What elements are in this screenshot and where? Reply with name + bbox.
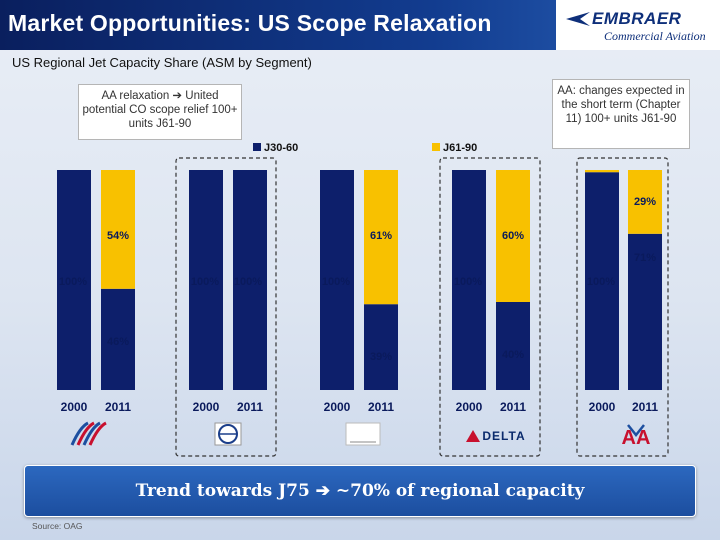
bar-j30-60 xyxy=(57,170,91,390)
highlight-box xyxy=(175,157,277,457)
bar-j61-90 xyxy=(364,170,398,305)
data-label: 100% xyxy=(587,276,615,288)
embraer-logo: EMBRAER Commercial Aviation xyxy=(556,0,720,50)
x-tick-label: 2011 xyxy=(500,400,526,414)
bar-j61-90 xyxy=(496,170,530,302)
data-label: 100% xyxy=(59,276,87,288)
data-label: 100% xyxy=(454,276,482,288)
bar-j30-60 xyxy=(189,170,223,390)
bar-j30-60 xyxy=(233,170,267,390)
data-label: 100% xyxy=(322,276,350,288)
legend-label-j30-60: J30-60 xyxy=(264,142,298,154)
airline-1-logo xyxy=(76,421,95,446)
x-tick-label: 2011 xyxy=(368,400,394,414)
bar-j30-60 xyxy=(585,172,619,390)
bar-j30-60 xyxy=(628,233,662,390)
bar-j61-90 xyxy=(628,170,662,234)
legend-swatch-j30-60 xyxy=(253,143,261,151)
x-tick-label: 2000 xyxy=(324,400,351,414)
data-label: 60% xyxy=(502,230,524,242)
bar-j30-60 xyxy=(101,288,135,390)
legend-swatch-j61-90 xyxy=(432,143,440,151)
chart-subtitle: US Regional Jet Capacity Share (ASM by S… xyxy=(12,55,312,70)
data-label: 54% xyxy=(107,230,129,242)
bar-j30-60 xyxy=(496,302,530,390)
source-note: Source: OAG xyxy=(32,521,83,531)
highlight-box xyxy=(439,157,541,457)
data-label: 40% xyxy=(502,349,524,361)
data-label: 71% xyxy=(634,252,656,264)
bar-j30-60 xyxy=(452,170,486,390)
bar-j61-90 xyxy=(101,170,135,289)
airline-1-logo xyxy=(70,421,89,446)
data-label: 100% xyxy=(234,276,262,288)
highlight-box xyxy=(576,157,669,457)
x-tick-label: 2000 xyxy=(193,400,220,414)
bar-j61-90 xyxy=(585,170,619,173)
aa-eagle-icon xyxy=(627,424,645,438)
x-tick-label: 2000 xyxy=(589,400,616,414)
x-tick-label: 2000 xyxy=(61,400,88,414)
embraer-mark-icon xyxy=(566,12,590,26)
page-title: Market Opportunities: US Scope Relaxatio… xyxy=(8,10,492,36)
note-left: AA relaxation ➔ United potential CO scop… xyxy=(78,84,242,140)
bar-j30-60 xyxy=(364,304,398,390)
title-bar: Market Opportunities: US Scope Relaxatio… xyxy=(0,0,720,50)
aa-logo-text: AA xyxy=(622,427,651,449)
x-tick-label: 2000 xyxy=(456,400,483,414)
bar-j30-60 xyxy=(320,170,354,390)
trend-banner: Trend towards J75 ➔ ~70% of regional cap… xyxy=(24,465,696,517)
x-tick-label: 2011 xyxy=(237,400,263,414)
data-label: 100% xyxy=(191,276,219,288)
x-tick-label: 2011 xyxy=(105,400,131,414)
delta-logo-icon xyxy=(466,430,480,442)
logo-subtitle: Commercial Aviation xyxy=(604,29,706,43)
legend-label-j61-90: J61-90 xyxy=(443,142,477,154)
note-right: AA: changes expected in the short term (… xyxy=(552,79,690,149)
data-label: 39% xyxy=(370,351,392,363)
airline-1-logo xyxy=(82,421,101,446)
data-label: 46% xyxy=(107,336,129,348)
airline-1-logo xyxy=(88,421,107,446)
delta-logo-text: DELTA xyxy=(482,429,525,443)
airline-3-logo xyxy=(345,422,381,446)
x-tick-label: 2011 xyxy=(632,400,658,414)
data-label: 29% xyxy=(634,196,656,208)
logo-name: EMBRAER xyxy=(592,9,682,28)
data-label: 61% xyxy=(370,230,392,242)
